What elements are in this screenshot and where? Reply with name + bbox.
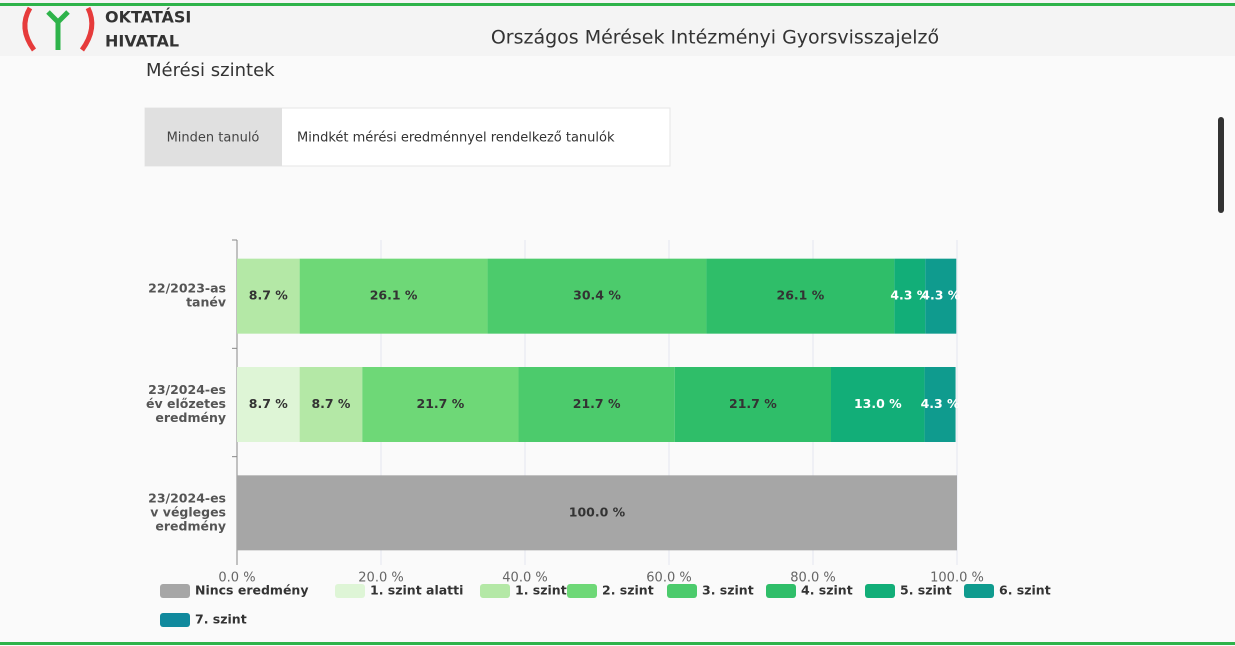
value-label: 8.7 % <box>249 396 288 411</box>
legend-label: Nincs eredmény <box>195 583 308 598</box>
bar-segment <box>299 367 363 442</box>
logo-mark <box>79 6 95 52</box>
legend-label: 1. szint <box>515 583 567 598</box>
y-tick-label: v végleges <box>150 504 226 519</box>
bar-segment <box>518 367 675 442</box>
bar-segment <box>237 367 300 442</box>
value-label: 21.7 % <box>573 396 621 411</box>
legend-label: 5. szint <box>900 583 952 598</box>
header-accent <box>0 3 1235 6</box>
footer-accent <box>0 642 1235 645</box>
bar-segment <box>925 258 957 334</box>
bar-segment <box>237 475 957 551</box>
value-label: 21.7 % <box>729 396 777 411</box>
tab-label[interactable]: Mindkét mérési eredménnyel rendelkező ta… <box>297 131 615 146</box>
tab-label[interactable]: Minden tanuló <box>167 131 260 146</box>
y-tick-label: eredmény <box>155 410 226 425</box>
x-tick-label: 20.0 % <box>358 571 403 586</box>
legend-label: 6. szint <box>999 583 1051 598</box>
y-tick-label: év előzetes <box>146 396 226 411</box>
tab[interactable] <box>145 108 282 166</box>
value-label: 4.3 % <box>921 288 960 303</box>
logo-mark <box>46 10 70 50</box>
bar-segment <box>237 258 300 334</box>
legend-swatch <box>964 584 994 598</box>
page-title: Országos Mérések Intézményi Gyorsvisszaj… <box>491 27 939 49</box>
x-tick-label: 60.0 % <box>646 571 691 586</box>
x-tick-label: 80.0 % <box>790 571 835 586</box>
scrollbar[interactable] <box>1218 117 1224 213</box>
x-tick-label: 40.0 % <box>502 571 547 586</box>
value-label: 100.0 % <box>569 504 626 519</box>
bar-segment <box>831 367 925 442</box>
x-tick-label: 100.0 % <box>930 571 984 586</box>
y-tick-label: tanév <box>186 295 226 310</box>
logo-text: HIVATAL <box>105 32 179 51</box>
y-tick-label: 22/2023-as <box>148 281 226 296</box>
legend-swatch <box>335 584 365 598</box>
value-label: 21.7 % <box>417 396 465 411</box>
bar-segment <box>706 258 895 334</box>
logo-mark <box>22 6 37 52</box>
legend-label: 1. szint alatti <box>370 583 463 598</box>
legend-swatch <box>865 584 895 598</box>
bar-segment <box>362 367 519 442</box>
bar-segment <box>674 367 831 442</box>
legend-label: 7. szint <box>195 612 247 627</box>
logo-text: OKTATÁSI <box>105 8 191 27</box>
legend-swatch <box>567 584 597 598</box>
value-label: 30.4 % <box>573 288 621 303</box>
legend-swatch <box>160 584 190 598</box>
value-label: 26.1 % <box>777 288 825 303</box>
header-bar <box>0 0 1235 56</box>
bar-segment <box>299 258 488 334</box>
value-label: 4.3 % <box>921 396 960 411</box>
bar-segment <box>924 367 956 442</box>
x-tick-label: 0.0 % <box>218 571 255 586</box>
legend-swatch <box>480 584 510 598</box>
y-tick-label: eredmény <box>155 518 226 533</box>
legend-swatch <box>667 584 697 598</box>
legend-label: 3. szint <box>702 583 754 598</box>
value-label: 8.7 % <box>311 396 350 411</box>
y-tick-label: 23/2024-es <box>148 382 226 397</box>
value-label: 4.3 % <box>890 288 929 303</box>
y-tick-label: 23/2024-es <box>148 490 226 505</box>
section-title: Mérési szintek <box>146 60 275 81</box>
bar-segment <box>894 258 926 334</box>
legend-swatch <box>766 584 796 598</box>
bar-segment <box>487 258 707 334</box>
legend-swatch <box>160 613 190 627</box>
value-label: 13.0 % <box>854 396 902 411</box>
value-label: 26.1 % <box>370 288 418 303</box>
legend-label: 4. szint <box>801 583 853 598</box>
chart: 0.0 % 20.0 % 40.0 % 60.0 % 80.0 % 100.0 % 22/2… <box>146 239 1051 627</box>
legend-label: 2. szint <box>602 583 654 598</box>
value-label: 8.7 % <box>249 288 288 303</box>
